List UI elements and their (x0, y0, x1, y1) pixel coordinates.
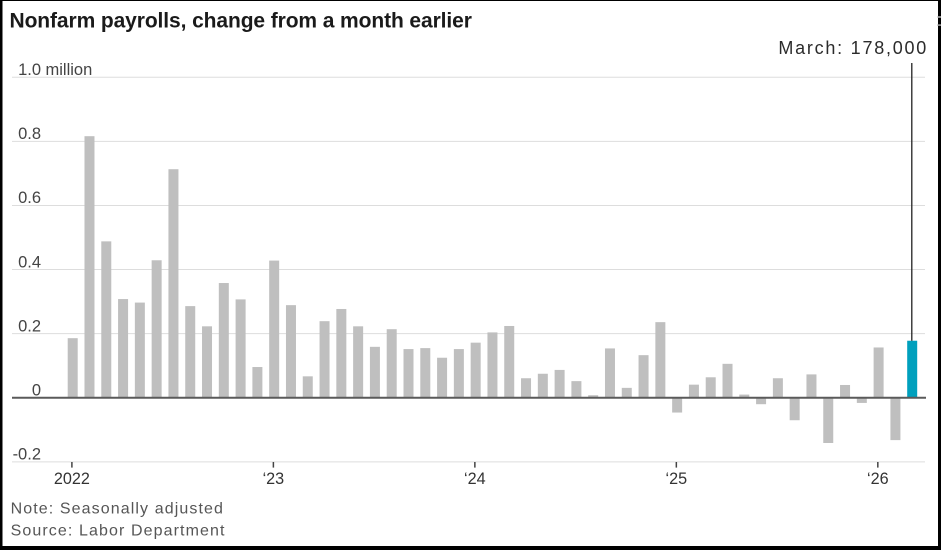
svg-text:million: million (46, 61, 93, 79)
svg-text:1.0: 1.0 (18, 61, 41, 79)
svg-text:-0.2: -0.2 (13, 446, 41, 464)
svg-text:Source: Labor Department: Source: Labor Department (11, 523, 226, 540)
svg-text:‘25: ‘25 (666, 470, 688, 488)
svg-text:March: 178,000: March: 178,000 (778, 38, 928, 58)
svg-text:‘26: ‘26 (867, 470, 889, 488)
svg-text:0: 0 (32, 382, 41, 400)
svg-text:Nonfarm payrolls, change from: Nonfarm payrolls, change from a month ea… (10, 10, 472, 33)
svg-text:Note: Seasonally adjusted: Note: Seasonally adjusted (11, 501, 224, 518)
svg-text:0.2: 0.2 (18, 317, 41, 335)
svg-text:0.6: 0.6 (18, 189, 41, 207)
svg-text:0.8: 0.8 (18, 125, 41, 143)
svg-text:‘24: ‘24 (464, 470, 486, 488)
svg-text:2022: 2022 (54, 470, 90, 488)
svg-text:‘23: ‘23 (263, 470, 285, 488)
svg-text:0.4: 0.4 (18, 253, 41, 271)
